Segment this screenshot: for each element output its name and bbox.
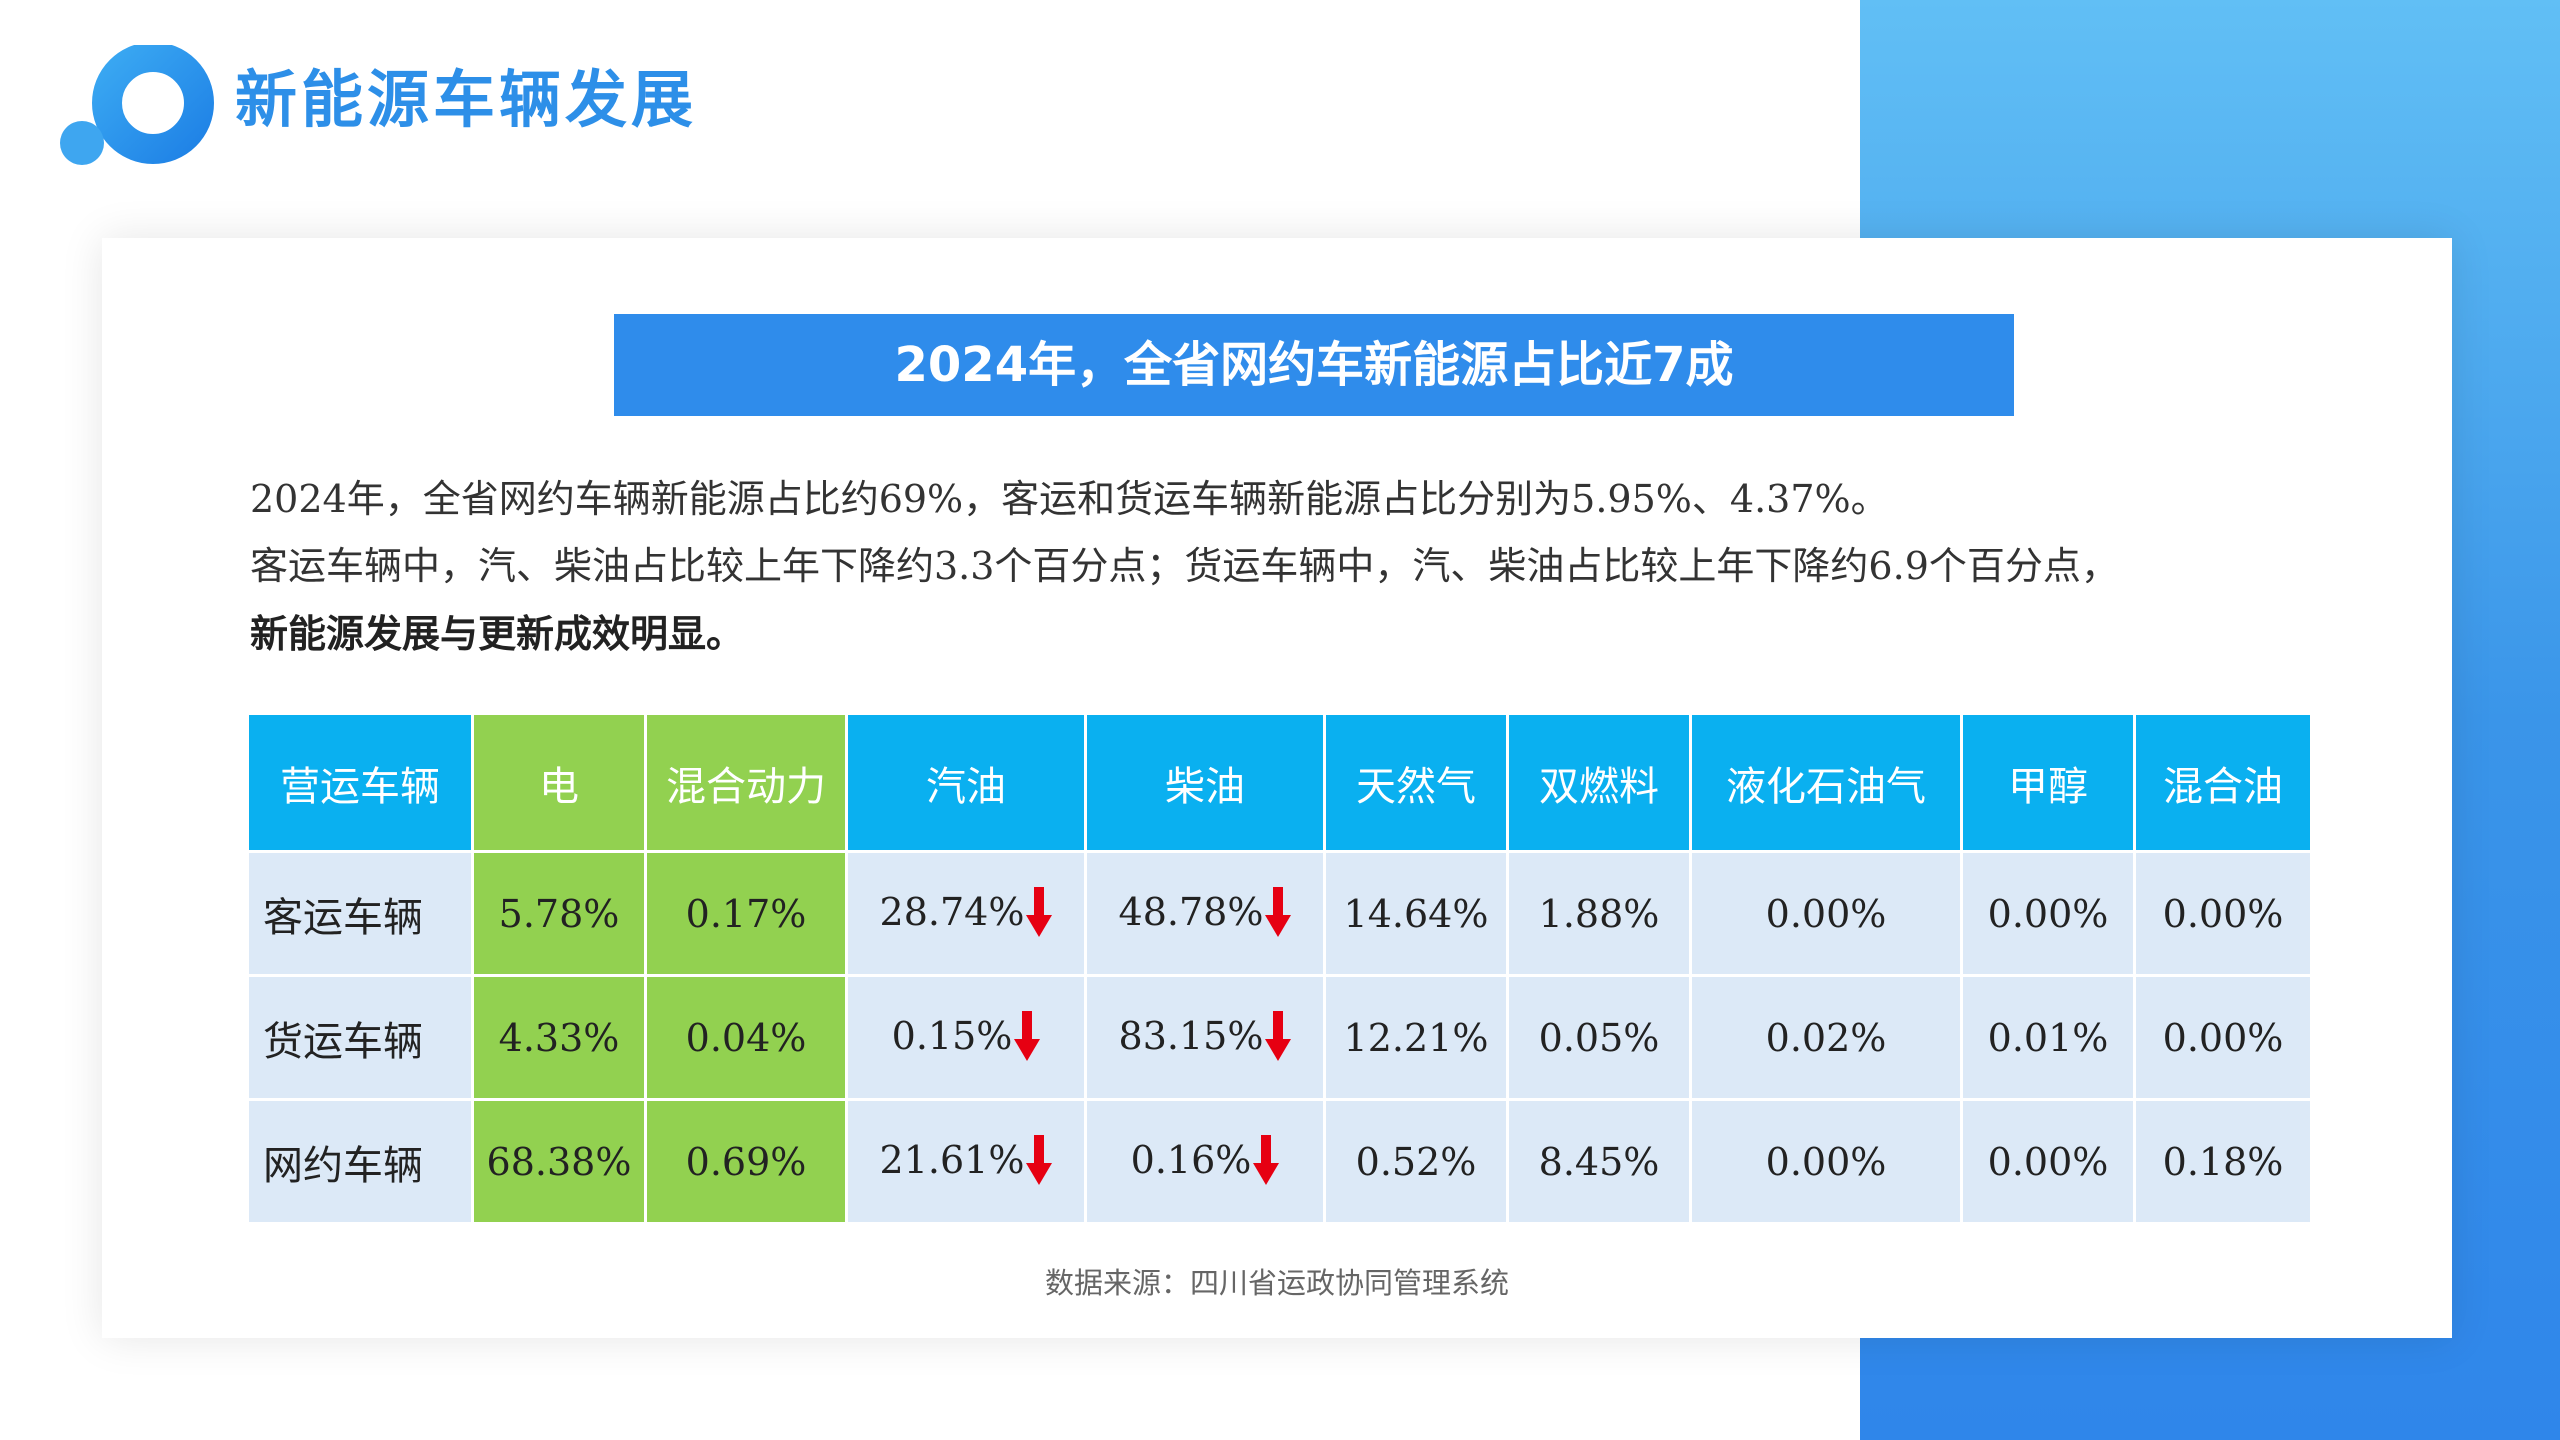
cell-mixed-oil: 0.00% — [2136, 853, 2310, 974]
cell-methanol: 0.00% — [1963, 1101, 2133, 1222]
vehicle-energy-table: 营运车辆 电 混合动力 汽油 柴油 天然气 双燃料 液化石油气 甲醇 混合油 客… — [246, 712, 2313, 1225]
cell-dual-fuel: 8.45% — [1509, 1101, 1689, 1222]
header-electric: 电 — [474, 715, 644, 850]
header-lpg: 液化石油气 — [1692, 715, 1960, 850]
cell-gasoline: 21.61% — [848, 1101, 1084, 1222]
header-vehicle-type: 营运车辆 — [249, 715, 471, 850]
header-hybrid: 混合动力 — [647, 715, 845, 850]
cell-value: 28.74% — [879, 889, 1025, 934]
intro-line-3: 新能源发展与更新成效明显。 — [250, 611, 745, 656]
down-arrow-icon — [1026, 887, 1053, 938]
headline-banner: 2024年，全省网约车新能源占比近7成 — [614, 314, 2014, 416]
cell-electric: 68.38% — [474, 1101, 644, 1222]
logo-ring-icon — [60, 45, 214, 165]
row-label: 客运车辆 — [249, 853, 471, 974]
page-title: 新能源车辆发展 — [235, 63, 698, 136]
cell-mixed-oil: 0.00% — [2136, 977, 2310, 1098]
cell-methanol: 0.00% — [1963, 853, 2133, 974]
down-arrow-icon — [1253, 1135, 1280, 1186]
intro-line-1: 2024年，全省网约车辆新能源占比约69%，客运和货运车辆新能源占比分别为5.9… — [250, 477, 1889, 521]
table-row: 货运车辆 4.33% 0.04% 0.15% 83.15% 12.21% 0.0… — [249, 977, 2310, 1098]
table-row: 客运车辆 5.78% 0.17% 28.74% 48.78% 14.64% 1.… — [249, 853, 2310, 974]
cell-dual-fuel: 1.88% — [1509, 853, 1689, 974]
cell-diesel: 48.78% — [1087, 853, 1323, 974]
header-gasoline: 汽油 — [848, 715, 1084, 850]
down-arrow-icon — [1026, 1135, 1053, 1186]
row-label: 网约车辆 — [249, 1101, 471, 1222]
cell-natural-gas: 12.21% — [1326, 977, 1506, 1098]
cell-gasoline: 0.15% — [848, 977, 1084, 1098]
table-header-row: 营运车辆 电 混合动力 汽油 柴油 天然气 双燃料 液化石油气 甲醇 混合油 — [249, 715, 2310, 850]
cell-value: 0.16% — [1130, 1137, 1252, 1182]
header-methanol: 甲醇 — [1963, 715, 2133, 850]
data-source-note: 数据来源：四川省运政协同管理系统 — [1044, 1266, 1509, 1300]
cell-value: 21.61% — [879, 1137, 1025, 1182]
cell-hybrid: 0.17% — [647, 853, 845, 974]
cell-lpg: 0.00% — [1692, 1101, 1960, 1222]
intro-line-2: 客运车辆中，汽、柴油占比较上年下降约3.3个百分点；货运车辆中，汽、柴油占比较上… — [250, 544, 2119, 588]
content-card: 2024年，全省网约车新能源占比近7成 2024年，全省网约车辆新能源占比约69… — [102, 238, 2452, 1338]
down-arrow-icon — [1014, 1011, 1041, 1062]
down-arrow-icon — [1265, 887, 1292, 938]
header-dual-fuel: 双燃料 — [1509, 715, 1689, 850]
cell-diesel: 83.15% — [1087, 977, 1323, 1098]
header-diesel: 柴油 — [1087, 715, 1323, 850]
cell-electric: 5.78% — [474, 853, 644, 974]
cell-lpg: 0.02% — [1692, 977, 1960, 1098]
header-natural-gas: 天然气 — [1326, 715, 1506, 850]
header-mixed-oil: 混合油 — [2136, 715, 2310, 850]
cell-electric: 4.33% — [474, 977, 644, 1098]
cell-natural-gas: 0.52% — [1326, 1101, 1506, 1222]
row-label: 货运车辆 — [249, 977, 471, 1098]
cell-natural-gas: 14.64% — [1326, 853, 1506, 974]
cell-gasoline: 28.74% — [848, 853, 1084, 974]
cell-value: 48.78% — [1118, 889, 1264, 934]
down-arrow-icon — [1265, 1011, 1292, 1062]
cell-hybrid: 0.04% — [647, 977, 845, 1098]
cell-dual-fuel: 0.05% — [1509, 977, 1689, 1098]
intro-paragraph: 2024年，全省网约车辆新能源占比约69%，客运和货运车辆新能源占比分别为5.9… — [250, 466, 2430, 667]
cell-diesel: 0.16% — [1087, 1101, 1323, 1222]
cell-value: 0.15% — [891, 1013, 1013, 1058]
cell-mixed-oil: 0.18% — [2136, 1101, 2310, 1222]
cell-lpg: 0.00% — [1692, 853, 1960, 974]
cell-hybrid: 0.69% — [647, 1101, 845, 1222]
cell-methanol: 0.01% — [1963, 977, 2133, 1098]
table-row: 网约车辆 68.38% 0.69% 21.61% 0.16% 0.52% 8.4… — [249, 1101, 2310, 1222]
cell-value: 83.15% — [1118, 1013, 1264, 1058]
